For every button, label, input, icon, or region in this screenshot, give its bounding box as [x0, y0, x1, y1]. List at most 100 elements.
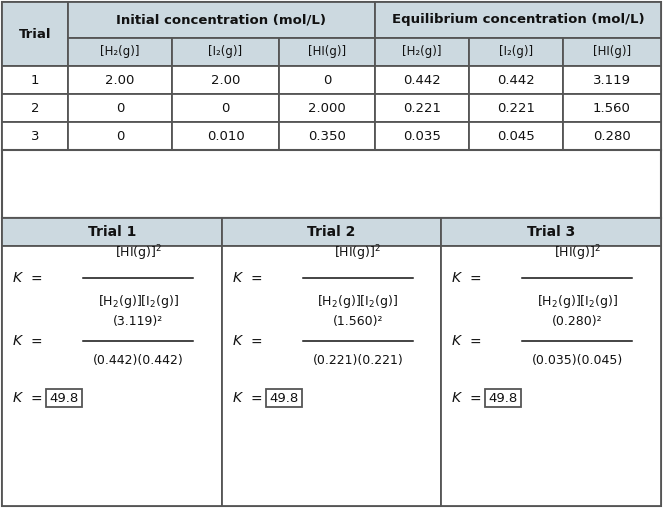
Text: 0.221: 0.221 — [403, 102, 441, 114]
Bar — [563, 66, 661, 94]
Text: $[\mathrm{HI(g)}]^2$: $[\mathrm{HI(g)}]^2$ — [115, 243, 162, 263]
Bar — [563, 122, 661, 150]
Bar — [469, 66, 563, 94]
Bar — [2, 94, 68, 122]
Text: $[\mathrm{H_2(g)}][\mathrm{I_2(g)}]$: $[\mathrm{H_2(g)}][\mathrm{I_2(g)}]$ — [537, 293, 618, 310]
Text: $=$: $=$ — [28, 271, 43, 285]
Text: 49.8: 49.8 — [49, 392, 79, 404]
Text: $\mathit{K}$: $\mathit{K}$ — [12, 271, 24, 285]
Bar — [2, 2, 68, 66]
Text: Trial 3: Trial 3 — [527, 225, 575, 239]
Bar — [469, 122, 563, 150]
Bar — [469, 94, 563, 122]
Text: [H₂(g)]: [H₂(g)] — [100, 46, 140, 58]
Bar — [222, 218, 441, 246]
Bar — [441, 218, 661, 246]
Bar — [222, 246, 441, 506]
Text: (0.280)²: (0.280)² — [552, 315, 603, 328]
Text: $=$: $=$ — [248, 334, 263, 348]
Text: $\mathit{K}$: $\mathit{K}$ — [232, 391, 244, 405]
Text: 0: 0 — [323, 74, 332, 86]
Bar — [563, 94, 661, 122]
Text: 49.8: 49.8 — [269, 392, 298, 404]
Text: (3.119)²: (3.119)² — [113, 315, 164, 328]
Text: 0: 0 — [221, 102, 229, 114]
Bar — [68, 122, 172, 150]
Bar — [375, 122, 469, 150]
Text: 0.010: 0.010 — [207, 130, 245, 143]
Bar — [68, 94, 172, 122]
Text: 49.8: 49.8 — [489, 392, 518, 404]
Text: $=$: $=$ — [28, 391, 43, 405]
Bar — [375, 38, 469, 66]
Text: Initial concentration (mol/L): Initial concentration (mol/L) — [117, 14, 326, 26]
Text: 2: 2 — [30, 102, 39, 114]
Text: 2.00: 2.00 — [211, 74, 240, 86]
Text: 2.000: 2.000 — [308, 102, 346, 114]
Bar — [172, 38, 279, 66]
Text: $=$: $=$ — [248, 391, 263, 405]
Bar — [2, 2, 661, 150]
Text: Trial 2: Trial 2 — [308, 225, 355, 239]
Text: (1.560)²: (1.560)² — [333, 315, 383, 328]
Text: 0.350: 0.350 — [308, 130, 346, 143]
Text: 0.442: 0.442 — [497, 74, 535, 86]
Bar — [279, 94, 375, 122]
Bar — [2, 246, 222, 506]
Bar — [469, 38, 563, 66]
Text: $\mathit{K}$: $\mathit{K}$ — [451, 271, 463, 285]
Text: [I₂(g)]: [I₂(g)] — [208, 46, 243, 58]
Bar — [2, 66, 68, 94]
Text: $[\mathrm{H_2(g)}][\mathrm{I_2(g)}]$: $[\mathrm{H_2(g)}][\mathrm{I_2(g)}]$ — [98, 293, 179, 310]
Bar — [279, 38, 375, 66]
Text: (0.035)(0.045): (0.035)(0.045) — [532, 354, 623, 367]
Text: [HI(g)]: [HI(g)] — [308, 46, 346, 58]
Text: 2.00: 2.00 — [105, 74, 135, 86]
Bar — [485, 389, 521, 407]
Bar — [172, 94, 279, 122]
Bar — [68, 66, 172, 94]
Bar — [279, 122, 375, 150]
Text: $\mathit{K}$: $\mathit{K}$ — [451, 391, 463, 405]
Text: 0: 0 — [116, 102, 124, 114]
Text: [H₂(g)]: [H₂(g)] — [402, 46, 442, 58]
Bar — [68, 38, 172, 66]
Bar — [2, 218, 222, 246]
Text: 3: 3 — [30, 130, 39, 143]
Bar — [375, 66, 469, 94]
Text: $[\mathrm{HI(g)}]^2$: $[\mathrm{HI(g)}]^2$ — [334, 243, 381, 263]
Bar — [68, 2, 375, 38]
Bar — [2, 122, 68, 150]
Text: 0.280: 0.280 — [593, 130, 631, 143]
Text: $\mathit{K}$: $\mathit{K}$ — [232, 334, 244, 348]
Text: $[\mathrm{H_2(g)}][\mathrm{I_2(g)}]$: $[\mathrm{H_2(g)}][\mathrm{I_2(g)}]$ — [318, 293, 398, 310]
Bar — [46, 389, 82, 407]
Text: Trial 1: Trial 1 — [88, 225, 136, 239]
Bar — [172, 122, 279, 150]
Bar — [172, 66, 279, 94]
Text: $\mathit{K}$: $\mathit{K}$ — [12, 334, 24, 348]
Text: 0.221: 0.221 — [497, 102, 535, 114]
Text: [HI(g)]: [HI(g)] — [593, 46, 631, 58]
Text: 0.035: 0.035 — [403, 130, 441, 143]
Text: $\mathit{K}$: $\mathit{K}$ — [232, 271, 244, 285]
Text: (0.221)(0.221): (0.221)(0.221) — [312, 354, 403, 367]
Text: $\mathit{K}$: $\mathit{K}$ — [12, 391, 24, 405]
Bar — [441, 246, 661, 506]
Text: 0.442: 0.442 — [403, 74, 441, 86]
Bar — [279, 66, 375, 94]
Bar — [266, 389, 302, 407]
Text: 1.560: 1.560 — [593, 102, 631, 114]
Text: Equilibrium concentration (mol/L): Equilibrium concentration (mol/L) — [392, 14, 644, 26]
Text: [I₂(g)]: [I₂(g)] — [499, 46, 533, 58]
Text: $[\mathrm{HI(g)}]^2$: $[\mathrm{HI(g)}]^2$ — [554, 243, 601, 263]
Text: 3.119: 3.119 — [593, 74, 631, 86]
Bar — [375, 2, 661, 38]
Text: 1: 1 — [30, 74, 39, 86]
Bar — [563, 38, 661, 66]
Text: $=$: $=$ — [467, 391, 482, 405]
Text: $=$: $=$ — [28, 334, 43, 348]
Text: $\mathit{K}$: $\mathit{K}$ — [451, 334, 463, 348]
Bar — [2, 218, 661, 506]
Text: 0.045: 0.045 — [497, 130, 535, 143]
